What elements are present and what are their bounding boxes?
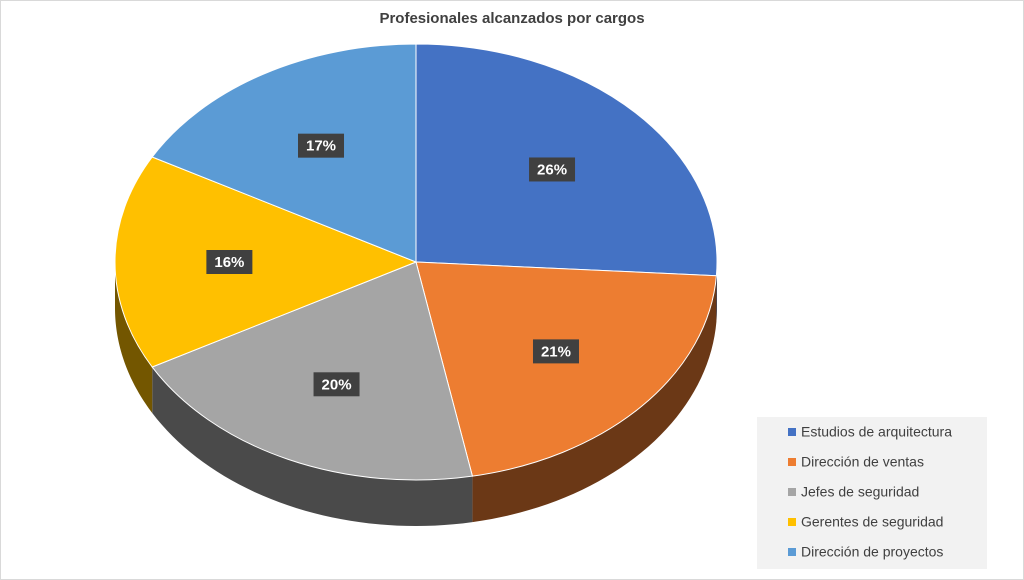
legend-label: Estudios de arquitectura	[801, 424, 952, 440]
data-label-box	[532, 339, 579, 364]
chart-title: Profesionales alcanzados por cargos	[379, 10, 644, 27]
data-label: 20%	[322, 376, 352, 393]
legend-label: Jefes de seguridad	[801, 484, 919, 500]
slice	[151, 261, 474, 481]
data-label-box	[298, 133, 345, 158]
slice-side	[152, 367, 473, 526]
legend-label: Dirección de proyectos	[801, 544, 943, 560]
legend-swatch	[788, 518, 796, 526]
legend-swatch	[788, 548, 796, 556]
data-label: 21%	[541, 343, 571, 360]
legend-swatch	[788, 428, 796, 436]
data-label: 17%	[306, 138, 336, 155]
slice-side	[472, 275, 717, 523]
data-label: 16%	[214, 254, 244, 271]
slice	[415, 261, 717, 477]
data-label: 26%	[537, 161, 567, 178]
legend-swatch	[788, 458, 796, 466]
slice	[151, 43, 417, 263]
legend-swatch	[788, 488, 796, 496]
data-label-box	[313, 372, 360, 397]
legend-label: Gerentes de seguridad	[801, 514, 943, 530]
legend-label: Dirección de ventas	[801, 454, 924, 470]
slice	[114, 156, 418, 368]
data-label-box	[206, 250, 253, 274]
data-label-box	[529, 157, 576, 182]
